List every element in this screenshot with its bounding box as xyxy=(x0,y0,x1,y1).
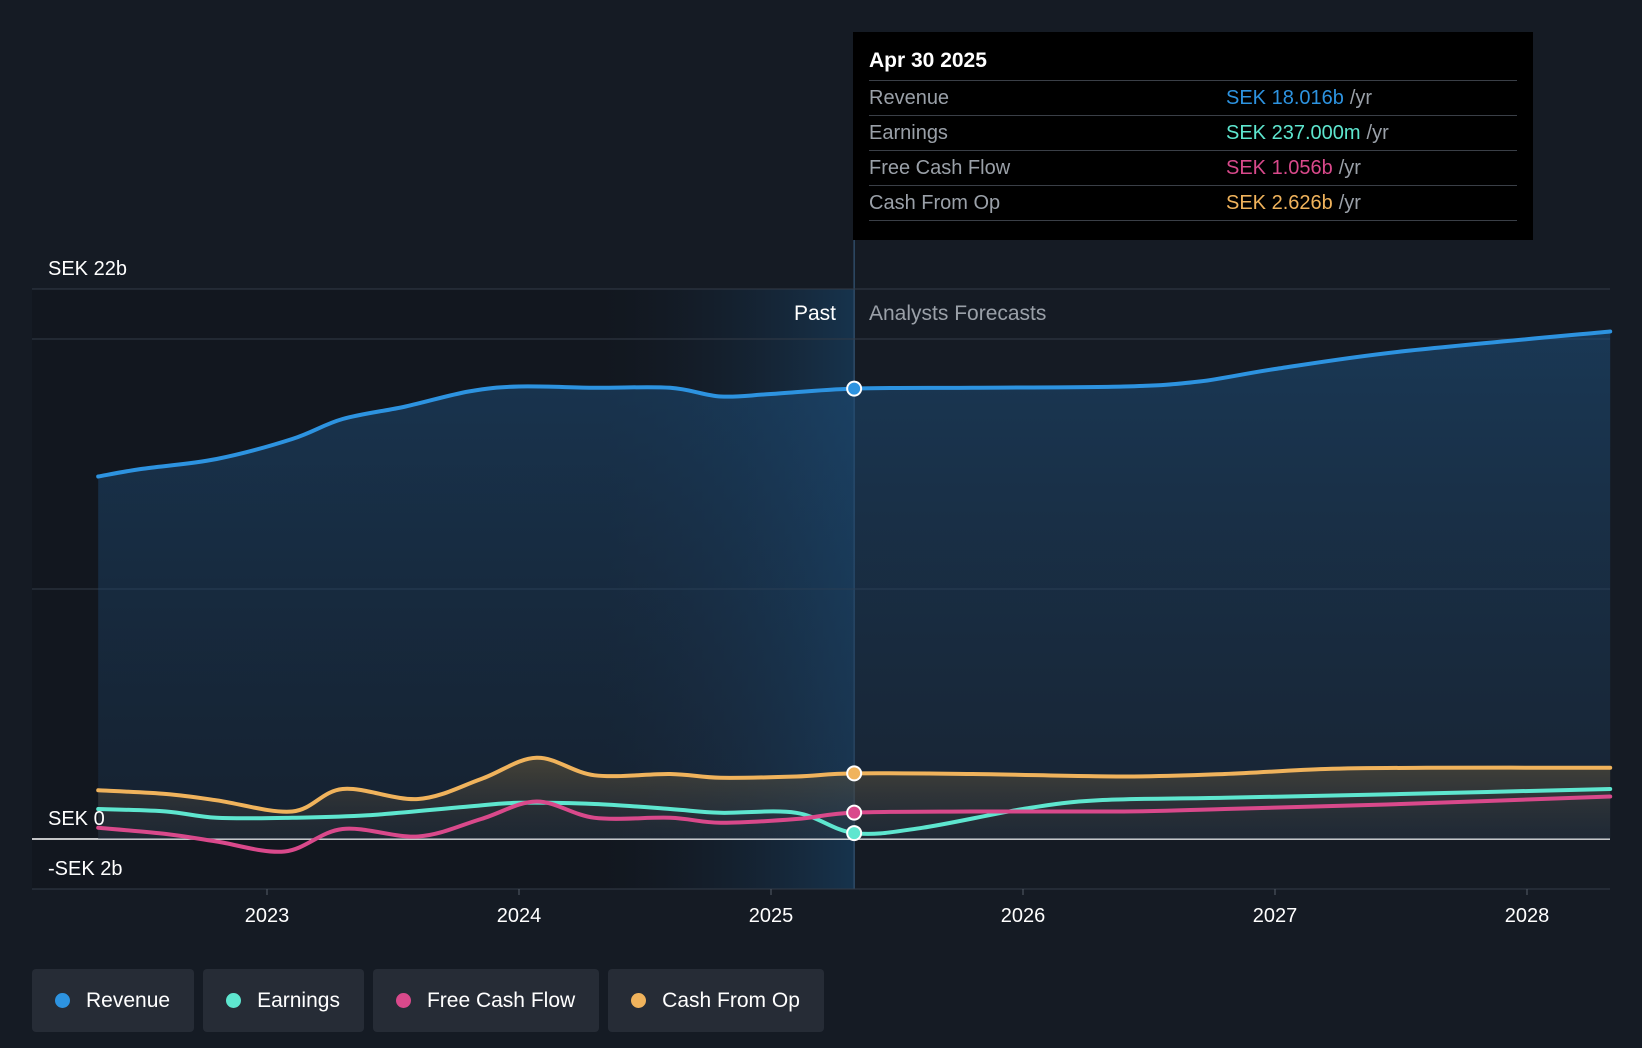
tooltip-value: SEK 237.000m xyxy=(1226,122,1361,144)
legend-item-free-cash-flow[interactable]: Free Cash Flow xyxy=(372,969,600,1032)
data-tooltip: Apr 30 2025 Revenue SEK 18.016b /yr Earn… xyxy=(853,32,1533,240)
tooltip-value: SEK 1.056b xyxy=(1226,157,1333,179)
tooltip-unit: /yr xyxy=(1349,87,1373,109)
revenue-line xyxy=(96,329,1613,479)
tooltip-unit: /yr xyxy=(1338,157,1361,179)
tooltip-label: Earnings xyxy=(869,122,948,144)
legend-dot-icon xyxy=(631,993,647,1008)
past-label: Past xyxy=(794,302,836,325)
y-tick-label: -SEK 2b xyxy=(48,858,122,880)
earnings-line xyxy=(96,787,1613,836)
legend-dot-icon xyxy=(395,993,411,1008)
y-tick-label: SEK 0 xyxy=(48,808,105,830)
y-tick-label: SEK 22b xyxy=(48,258,127,280)
tooltip-row-cash-from-op: Cash From Op SEK 2.626b /yr xyxy=(869,186,1517,221)
legend-label: Revenue xyxy=(86,988,171,1012)
earnings-marker xyxy=(846,825,863,842)
legend-label: Cash From Op xyxy=(662,988,800,1012)
chart-legend: Revenue Earnings Free Cash Flow Cash Fro… xyxy=(32,969,824,1032)
x-tick-label: 2028 xyxy=(1505,905,1550,927)
legend-label: Earnings xyxy=(257,988,340,1012)
tooltip-value: SEK 2.626b xyxy=(1226,192,1333,214)
tooltip-date: Apr 30 2025 xyxy=(869,46,1517,81)
x-tick-label: 2024 xyxy=(497,905,542,927)
legend-item-revenue[interactable]: Revenue xyxy=(32,969,195,1032)
free-cash-flow-line xyxy=(96,794,1613,854)
revenue-area xyxy=(98,331,1611,839)
x-tick-label: 2025 xyxy=(749,905,794,927)
free-cash-flow-marker xyxy=(846,804,863,821)
x-tick-label: 2026 xyxy=(1001,905,1046,927)
tooltip-row-earnings: Earnings SEK 237.000m /yr xyxy=(869,116,1517,151)
legend-item-earnings[interactable]: Earnings xyxy=(203,969,364,1032)
legend-label: Free Cash Flow xyxy=(426,988,576,1012)
tooltip-value: SEK 18.016b xyxy=(1226,87,1344,109)
cash-from-op-line xyxy=(96,755,1613,814)
legend-dot-icon xyxy=(55,993,70,1008)
analysts-forecasts-label: Analysts Forecasts xyxy=(869,302,1046,325)
revenue-marker xyxy=(846,380,863,397)
legend-dot-icon xyxy=(226,993,242,1008)
x-tick-label: 2023 xyxy=(245,905,290,927)
tooltip-row-revenue: Revenue SEK 18.016b /yr xyxy=(869,81,1517,116)
x-tick-label: 2027 xyxy=(1253,905,1298,927)
cash-from-op-marker xyxy=(846,765,863,782)
tooltip-label: Cash From Op xyxy=(869,192,1001,214)
tooltip-unit: /yr xyxy=(1366,122,1389,144)
tooltip-label: Revenue xyxy=(869,87,950,109)
tooltip-label: Free Cash Flow xyxy=(869,157,1011,179)
tooltip-unit: /yr xyxy=(1338,192,1361,214)
legend-item-cash-from-op[interactable]: Cash From Op xyxy=(608,969,824,1032)
tooltip-row-free-cash-flow: Free Cash Flow SEK 1.056b /yr xyxy=(869,151,1517,186)
